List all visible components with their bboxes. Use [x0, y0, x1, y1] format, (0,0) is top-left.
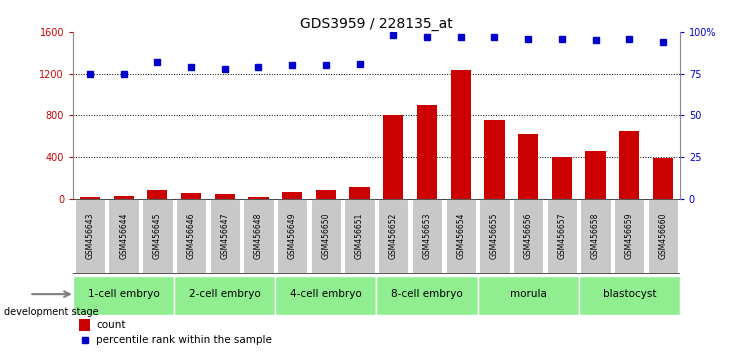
Text: morula: morula [510, 289, 547, 299]
Text: GSM456646: GSM456646 [186, 212, 196, 259]
Bar [376, 276, 477, 315]
Bar [210, 199, 240, 273]
Bar [143, 199, 173, 273]
Text: 1-cell embryo: 1-cell embryo [88, 289, 159, 299]
Bar [276, 276, 376, 315]
Text: 8-cell embryo: 8-cell embryo [391, 289, 463, 299]
Bar [580, 199, 610, 273]
Bar [477, 276, 579, 315]
Bar [174, 276, 276, 315]
Bar [480, 199, 510, 273]
Bar [446, 199, 476, 273]
Bar [249, 197, 268, 199]
Title: GDS3959 / 228135_at: GDS3959 / 228135_at [300, 17, 452, 31]
Text: GSM456657: GSM456657 [557, 212, 567, 259]
Text: GSM456658: GSM456658 [591, 212, 600, 259]
Text: GSM456648: GSM456648 [254, 212, 263, 259]
Bar [648, 199, 678, 273]
Bar [450, 70, 471, 199]
Text: blastocyst: blastocyst [602, 289, 656, 299]
Bar [80, 196, 100, 199]
Bar [586, 151, 606, 199]
Bar [215, 194, 235, 199]
Bar [619, 131, 640, 199]
Bar [176, 199, 206, 273]
Bar [349, 187, 370, 199]
Text: percentile rank within the sample: percentile rank within the sample [96, 335, 272, 346]
Bar [417, 105, 437, 199]
Text: GSM456644: GSM456644 [119, 212, 128, 259]
Bar [181, 193, 201, 199]
Bar [579, 276, 680, 315]
Bar [614, 199, 645, 273]
Bar [113, 196, 134, 199]
Text: GSM456656: GSM456656 [523, 212, 533, 259]
Text: GSM456654: GSM456654 [456, 212, 465, 259]
Bar [518, 134, 538, 199]
Bar [108, 199, 139, 273]
Text: GSM456649: GSM456649 [288, 212, 297, 259]
Bar [653, 158, 673, 199]
Bar [282, 193, 303, 199]
Text: GSM456659: GSM456659 [625, 212, 634, 259]
Bar [316, 190, 336, 199]
Text: count: count [96, 320, 126, 330]
Text: GSM456650: GSM456650 [322, 212, 330, 259]
Text: GSM456651: GSM456651 [355, 212, 364, 259]
Bar [412, 199, 442, 273]
Text: development stage: development stage [4, 307, 98, 317]
Text: GSM456643: GSM456643 [86, 212, 94, 259]
Bar [485, 120, 504, 199]
Bar [513, 199, 543, 273]
Text: 2-cell embryo: 2-cell embryo [189, 289, 261, 299]
Text: GSM456652: GSM456652 [389, 212, 398, 259]
Bar [79, 319, 90, 331]
Text: GSM456645: GSM456645 [153, 212, 162, 259]
Bar [277, 199, 307, 273]
Bar [552, 157, 572, 199]
Text: GSM456655: GSM456655 [490, 212, 499, 259]
Text: 4-cell embryo: 4-cell embryo [290, 289, 362, 299]
Bar [311, 199, 341, 273]
Bar [344, 199, 375, 273]
Bar [75, 199, 105, 273]
Bar [73, 276, 174, 315]
Bar [383, 115, 404, 199]
Text: GSM456660: GSM456660 [659, 212, 667, 259]
Text: GSM456653: GSM456653 [423, 212, 431, 259]
Bar [147, 190, 167, 199]
Bar [547, 199, 577, 273]
Bar [243, 199, 273, 273]
Bar [378, 199, 409, 273]
Text: GSM456647: GSM456647 [220, 212, 230, 259]
